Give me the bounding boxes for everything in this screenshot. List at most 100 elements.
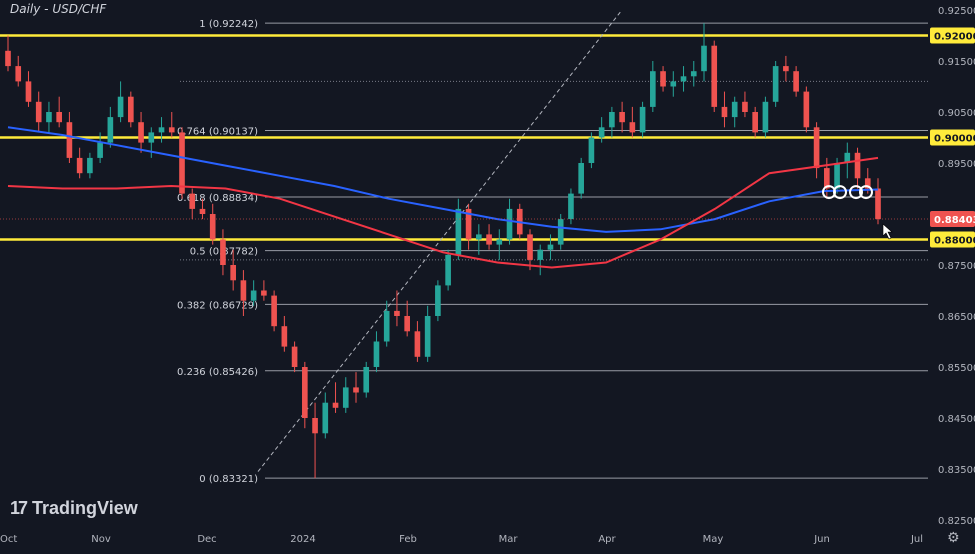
candle-body — [711, 45, 718, 107]
candle-body — [506, 208, 513, 240]
candle-body — [772, 66, 779, 102]
candle-body — [5, 50, 11, 67]
candle-body — [803, 91, 810, 128]
candle-body — [650, 71, 656, 107]
candle-body — [189, 193, 196, 209]
tradingview-mark-icon: 17 — [10, 498, 28, 518]
candle-body — [588, 137, 595, 163]
cross-marker — [859, 185, 873, 200]
candle-body — [46, 112, 52, 123]
candle-body — [332, 402, 339, 408]
candle-body — [179, 132, 185, 194]
candle-body — [445, 254, 451, 286]
candle-body — [148, 132, 155, 143]
candle-body — [854, 152, 861, 179]
candle-body — [864, 178, 871, 189]
fib-label: 0.618 (0.88834) — [177, 193, 258, 204]
x-tick-label: Apr — [598, 534, 616, 545]
candle-body — [844, 152, 851, 163]
candle-body — [424, 316, 431, 357]
x-tick-label: Nov — [91, 534, 111, 545]
candle-body — [609, 112, 615, 128]
candle-body — [639, 106, 646, 133]
candle-body — [762, 101, 769, 133]
candle-body — [680, 76, 687, 82]
x-tick-label: Feb — [399, 534, 417, 545]
x-tick-label: Oct — [0, 534, 17, 545]
candle-body — [813, 127, 820, 169]
level-price-tag-label: 0.92000 — [934, 32, 975, 43]
tradingview-logo: 17 TradingView — [10, 498, 138, 519]
candle-body — [383, 310, 390, 342]
candle-body — [240, 280, 247, 301]
candle-body — [281, 326, 288, 347]
fib-label: 0.382 (0.86729) — [177, 300, 258, 311]
candle-body — [394, 310, 400, 316]
x-tick-label: 2024 — [290, 534, 315, 545]
x-tick-label: Jun — [813, 534, 830, 545]
x-tick-label: Dec — [197, 534, 216, 545]
candle-body — [578, 163, 584, 194]
candle-body — [363, 367, 370, 393]
candle-body — [742, 101, 748, 112]
candle-body — [414, 331, 421, 357]
level-price-tag-label: 0.90000 — [934, 134, 975, 145]
cursor-arrow-icon — [882, 223, 893, 240]
candle-body — [220, 239, 226, 265]
candle-body — [486, 234, 492, 245]
candle-body — [435, 285, 441, 316]
tradingview-brand-text: TradingView — [32, 498, 138, 518]
candle-body — [199, 208, 206, 214]
candle-body — [97, 142, 103, 158]
candle-body — [342, 387, 349, 408]
chart-title: Daily - USD/CHF — [10, 2, 107, 16]
candle-body — [496, 239, 503, 245]
candle-body — [168, 127, 175, 133]
x-tick-label: May — [703, 534, 724, 545]
candle-body — [547, 244, 554, 250]
candle-body — [568, 193, 574, 220]
level-price-tag — [930, 27, 975, 44]
candle-body — [834, 163, 840, 189]
fib-label: 0.236 (0.85426) — [177, 367, 258, 378]
candle-body — [793, 71, 799, 92]
ma-100-line — [7, 156, 879, 269]
candle-body — [230, 265, 236, 281]
candle-body — [128, 96, 134, 123]
candle-body — [209, 214, 216, 240]
cross-marker — [833, 185, 847, 200]
level-price-tag — [930, 231, 975, 248]
x-tick-label: Jul — [910, 534, 923, 545]
candle-body — [721, 106, 728, 118]
level-price-tag — [930, 129, 975, 146]
candle-body — [250, 290, 257, 301]
candle-body — [76, 157, 83, 174]
gear-icon[interactable]: ⚙ — [947, 530, 960, 546]
candle-body — [527, 234, 533, 260]
candle-body — [701, 45, 707, 72]
candle-body — [35, 101, 42, 123]
candle-body — [598, 127, 605, 138]
candle-body — [690, 71, 697, 77]
candle-body — [117, 96, 124, 118]
candle-body — [629, 122, 636, 133]
current-price-tag — [930, 210, 975, 227]
candle-body — [537, 249, 544, 260]
candle-body — [783, 66, 789, 72]
candle-body — [138, 122, 144, 143]
candle-body — [271, 295, 277, 327]
candle-body — [25, 81, 32, 102]
candle-body — [312, 418, 318, 434]
candle-body — [557, 219, 564, 245]
